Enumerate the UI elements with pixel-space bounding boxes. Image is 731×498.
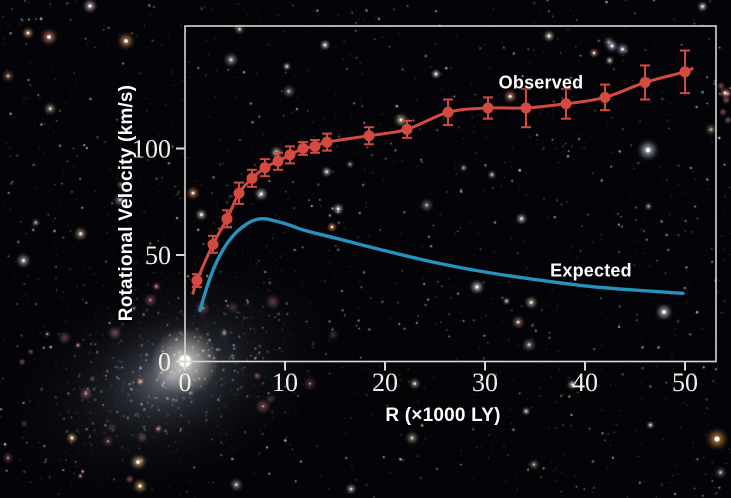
y-tick-label: 100 bbox=[132, 135, 171, 164]
data-point bbox=[191, 275, 203, 287]
data-point bbox=[259, 162, 271, 174]
y-tick-label: 0 bbox=[158, 348, 171, 377]
y-axis-title: Rotational Velocity (km/s) bbox=[116, 84, 137, 322]
data-point bbox=[560, 98, 572, 110]
expected-curve-label: Expected bbox=[550, 260, 632, 281]
x-tick-label: 20 bbox=[372, 368, 398, 397]
x-tick-label: 50 bbox=[672, 368, 698, 397]
data-point bbox=[297, 143, 309, 154]
data-point bbox=[207, 238, 219, 250]
data-point bbox=[233, 187, 245, 199]
data-point bbox=[442, 106, 454, 118]
data-point bbox=[639, 76, 651, 88]
data-point bbox=[520, 102, 532, 114]
x-tick-label: 30 bbox=[472, 368, 498, 397]
y-tick-label: 50 bbox=[145, 241, 171, 270]
data-point bbox=[309, 140, 321, 152]
observed-points bbox=[191, 66, 691, 287]
plot-border bbox=[184, 25, 717, 363]
data-point bbox=[363, 130, 375, 142]
x-tick-label: 0 bbox=[179, 368, 192, 397]
observed-curve-label: Observed bbox=[498, 72, 584, 93]
x-tick-label: 10 bbox=[272, 368, 298, 397]
data-point bbox=[401, 123, 413, 135]
data-point bbox=[246, 172, 258, 184]
data-point bbox=[321, 136, 333, 148]
data-point bbox=[221, 213, 233, 225]
data-point bbox=[679, 66, 691, 78]
data-point bbox=[284, 149, 296, 161]
observed-error-bars bbox=[192, 49, 690, 288]
x-axis-title: R (×1000 LY) bbox=[385, 405, 501, 426]
data-point bbox=[599, 91, 611, 103]
data-point bbox=[272, 155, 284, 167]
x-tick-label: 40 bbox=[572, 368, 598, 397]
data-point bbox=[482, 102, 494, 114]
expected-curve bbox=[198, 217, 685, 313]
